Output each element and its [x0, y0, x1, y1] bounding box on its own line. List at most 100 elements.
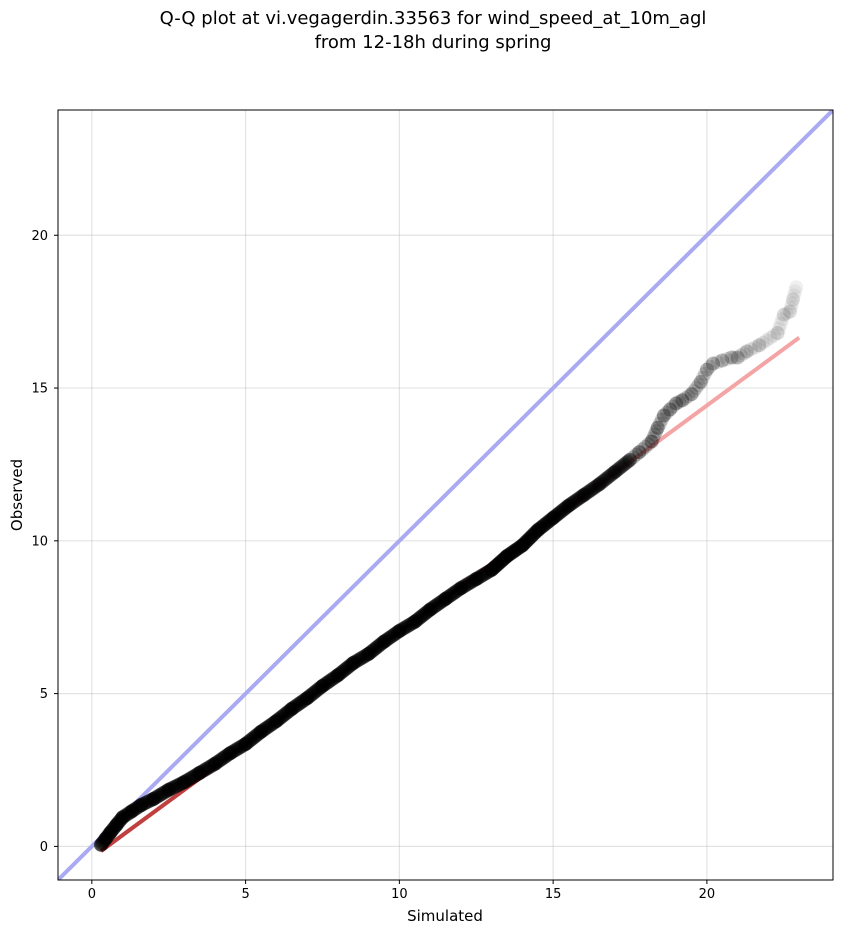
qq-interpolated-point: [782, 304, 797, 319]
qq-interpolated-point: [739, 344, 754, 359]
qq-interpolated-point: [579, 486, 594, 501]
qq-interpolated-point: [675, 393, 690, 408]
axis-ticks: 0 5 10 15 20 0 5 10 15 20: [31, 229, 715, 902]
qq-interpolated-point: [672, 394, 687, 409]
qq-interpolated-point: [612, 461, 627, 476]
qq-interpolated-point: [629, 447, 644, 462]
x-tick-label: 0: [88, 887, 96, 902]
qq-interpolated-point: [773, 316, 788, 331]
qq-interpolated-point: [775, 312, 790, 327]
qq-interpolated-point: [644, 434, 659, 449]
qq-interpolated-point: [727, 350, 742, 365]
qq-point: [739, 344, 754, 359]
qq-interpolated-point: [521, 532, 536, 547]
qq-interpolated-point: [506, 544, 521, 559]
qq-interpolated-point: [689, 381, 704, 396]
plot-area-frame: [57, 109, 834, 881]
qq-point: [724, 350, 739, 365]
qq-interpolated-point: [779, 306, 794, 321]
qq-interpolated-point: [493, 554, 508, 569]
qq-point: [530, 523, 545, 538]
qq-interpolated-point: [518, 535, 533, 550]
qq-interpolated-point: [620, 454, 635, 469]
qq-interpolated-point: [510, 541, 525, 556]
qq-interpolated-point: [546, 510, 561, 525]
qq-interpolated-point: [783, 300, 798, 315]
qq-interpolated-point: [498, 550, 513, 565]
data-points: [94, 280, 804, 852]
qq-interpolated-point: [647, 427, 662, 442]
qq-interpolated-point: [597, 473, 612, 488]
qq-interpolated-point: [508, 543, 523, 557]
qq-interpolated-point: [583, 483, 598, 498]
qq-interpolated-point: [519, 534, 534, 549]
qq-interpolated-point: [564, 496, 579, 511]
qq-interpolated-point: [614, 459, 629, 474]
qq-point: [315, 678, 330, 693]
qq-point: [161, 782, 176, 797]
y-axis-label: Observed: [8, 459, 26, 531]
qq-point: [146, 792, 161, 807]
qq-interpolated-point: [509, 542, 524, 557]
qq-interpolated-point: [592, 477, 607, 492]
qq-point: [782, 304, 797, 319]
qq-interpolated-point: [784, 296, 799, 311]
qq-interpolated-point: [787, 288, 802, 303]
qq-interpolated-point: [659, 405, 674, 420]
qq-interpolated-point: [605, 466, 620, 481]
qq-interpolated-point: [724, 350, 739, 365]
qq-interpolated-point: [558, 501, 573, 516]
qq-interpolated-point: [715, 353, 730, 368]
qq-interpolated-point: [550, 507, 565, 522]
qq-point: [392, 623, 407, 638]
qq-interpolated-point: [776, 307, 791, 322]
qq-interpolated-point: [618, 456, 633, 471]
qq-interpolated-point: [524, 529, 539, 544]
qq-point: [238, 737, 253, 752]
qq-interpolated-point: [652, 416, 667, 431]
qq-interpolated-point: [617, 456, 632, 471]
qq-point: [752, 338, 767, 353]
qq-interpolated-point: [512, 540, 527, 555]
qq-interpolated-point: [495, 552, 510, 567]
qq-point: [576, 488, 591, 502]
qq-interpolated-point: [684, 387, 699, 402]
qq-interpolated-point: [763, 330, 778, 345]
y-tick-label: 15: [31, 382, 48, 397]
qq-interpolated-point: [586, 481, 601, 496]
qq-interpolated-point: [666, 399, 681, 414]
qq-interpolated-point: [513, 539, 528, 554]
qq-interpolated-point: [528, 525, 543, 540]
qq-interpolated-point: [619, 455, 634, 470]
qq-interpolated-point: [527, 526, 542, 541]
identity-line: [58, 110, 833, 880]
qq-interpolated-point: [609, 463, 624, 478]
qq-interpolated-point: [615, 458, 630, 473]
y-tick-label: 10: [31, 534, 48, 549]
qq-point: [284, 701, 299, 716]
qq-interpolated-point: [590, 478, 605, 493]
qq-point: [177, 775, 192, 790]
qq-point: [607, 465, 622, 480]
qq-interpolated-point: [766, 328, 781, 343]
qq-interpolated-point: [669, 396, 684, 411]
qq-interpolated-point: [543, 513, 558, 528]
qq-interpolated-point: [641, 437, 656, 452]
qq-point: [423, 602, 438, 617]
qq-interpolated-point: [561, 498, 576, 513]
qq-point: [330, 668, 345, 683]
qq-interpolated-point: [604, 467, 619, 482]
qq-interpolated-point: [569, 493, 584, 508]
qq-interpolated-point: [606, 465, 621, 480]
qq-point: [715, 353, 730, 368]
qq-interpolated-point: [719, 352, 734, 367]
qq-interpolated-point: [638, 439, 653, 454]
chart-title-line-1: Q-Q plot at vi.vegagerdin.33563 for wind…: [160, 8, 707, 29]
qq-point: [730, 350, 745, 365]
qq-interpolated-point: [706, 356, 721, 371]
qq-interpolated-point: [551, 506, 566, 521]
qq-interpolated-point: [523, 530, 538, 545]
qq-point: [656, 408, 671, 423]
qq-interpolated-point: [656, 408, 671, 423]
